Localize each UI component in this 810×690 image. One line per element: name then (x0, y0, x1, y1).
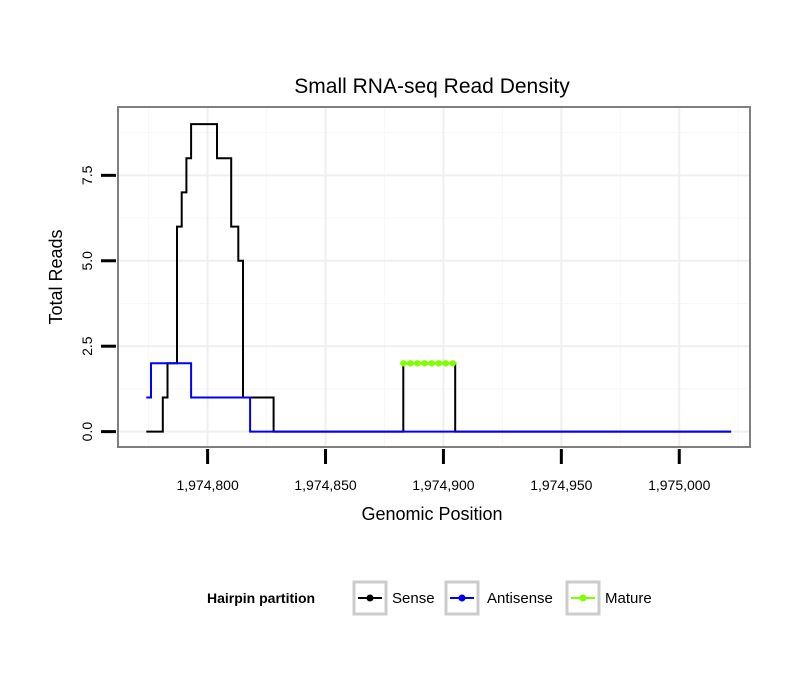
plot-border (117, 106, 751, 448)
data-point-mature (449, 360, 457, 367)
y-tick-label: 0.0 (79, 422, 95, 442)
y-axis-label: Total Reads (46, 229, 66, 324)
x-tick-label: 1,974,850 (294, 477, 356, 493)
legend-point-antisense (458, 594, 466, 602)
y-tick-label: 7.5 (79, 165, 95, 185)
y-tick-label: 5.0 (79, 251, 95, 271)
legend-point-mature (579, 594, 587, 602)
x-axis-label: Genomic Position (361, 504, 502, 524)
legend-label-mature: Mature (605, 590, 652, 607)
data-point-mature (421, 360, 428, 367)
data-point-mature (435, 360, 442, 367)
legend-label-sense: Sense (392, 590, 435, 607)
x-tick-label: 1,974,900 (412, 477, 474, 493)
series-line-antisense (146, 362, 732, 433)
chart-title: Small RNA-seq Read Density (294, 75, 570, 98)
data-point-mature (414, 360, 421, 367)
legend: Hairpin partition Sense Antisense Mature (207, 580, 652, 616)
legend-label-antisense: Antisense (487, 590, 553, 607)
y-tick-label: 2.5 (79, 336, 95, 356)
data-point-mature (407, 360, 414, 367)
legend-title: Hairpin partition (207, 590, 315, 606)
plot-background (118, 107, 750, 447)
x-tick-label: 1,974,800 (176, 477, 238, 493)
plot-panel (117, 106, 751, 448)
data-point-mature (428, 360, 435, 367)
legend-point-sense (366, 594, 374, 602)
data-point-mature (400, 360, 407, 367)
x-tick-label: 1,975,000 (648, 477, 710, 493)
data-point-mature (442, 360, 449, 367)
x-tick-label: 1,974,950 (530, 477, 592, 493)
